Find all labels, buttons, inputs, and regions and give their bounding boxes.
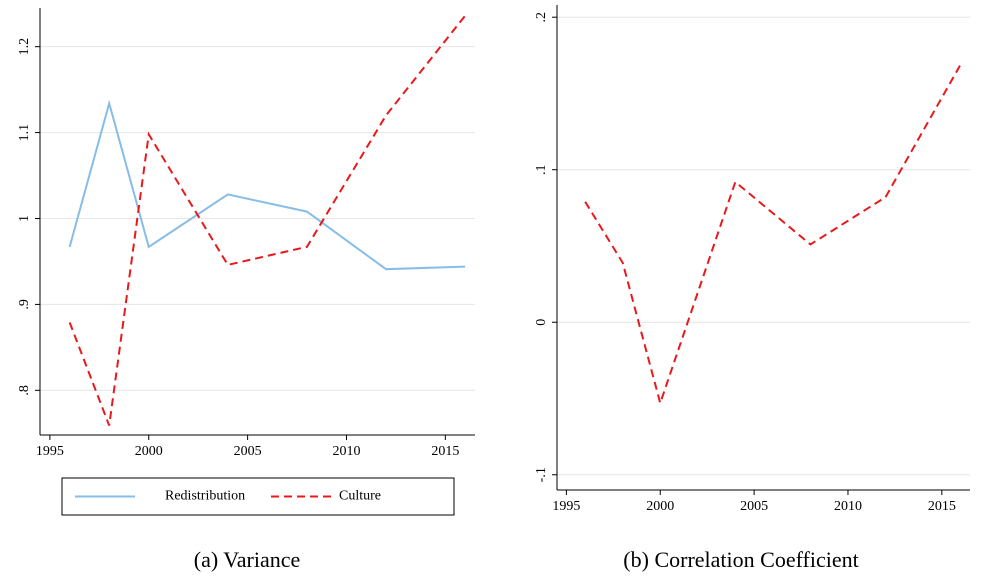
y-tick-label: 0 [534,319,549,326]
x-tick-label: 2015 [431,444,459,459]
y-tick-label: -.1 [534,467,549,482]
x-tick-label: 1995 [552,499,580,514]
x-tick-label: 2000 [135,444,163,459]
x-tick-label: 2005 [234,444,262,459]
x-tick-label: 2005 [740,499,768,514]
x-tick-label: 2015 [928,499,956,514]
x-tick-label: 2000 [646,499,674,514]
x-tick-label: 1995 [36,444,64,459]
y-tick-label: 1.2 [17,38,32,56]
legend-label: Redistribution [165,489,245,504]
y-tick-label: .9 [17,299,32,310]
x-tick-label: 2010 [332,444,360,459]
legend-label: Culture [339,489,381,504]
y-tick-label: 1.1 [17,124,32,142]
data-line [584,63,962,407]
caption: (b) Correlation Coefficient [623,547,858,572]
data-line [68,99,466,271]
y-tick-label: 1 [17,215,32,222]
y-tick-label: .8 [17,385,32,396]
data-line [68,15,466,426]
y-tick-label: .2 [534,12,549,23]
y-tick-label: .1 [534,164,549,175]
caption: (a) Variance [194,547,300,572]
x-tick-label: 2010 [834,499,862,514]
legend-box [61,477,455,516]
